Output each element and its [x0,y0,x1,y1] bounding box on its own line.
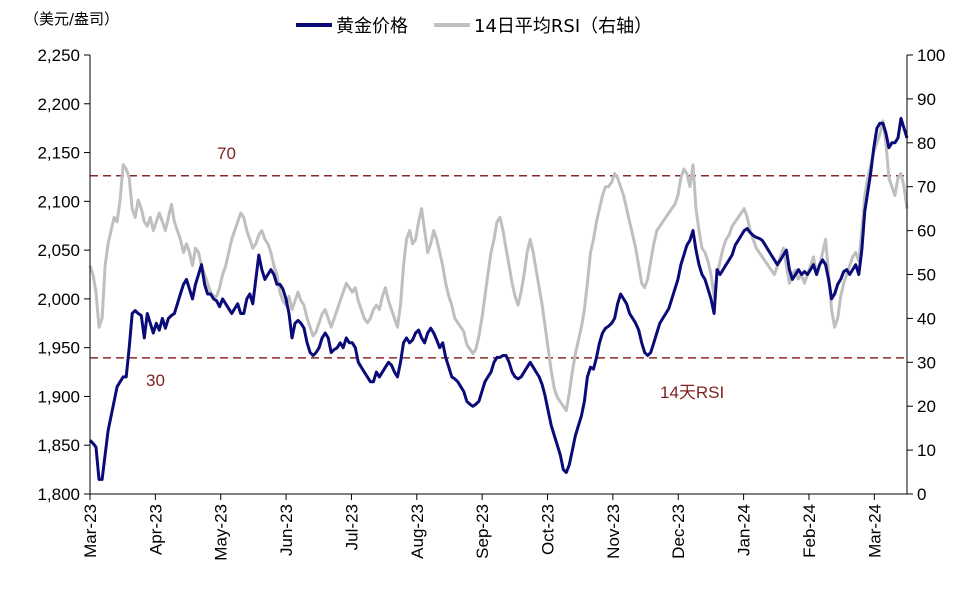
left-axis: 1,800 1,850 1,900 1,950 2,000 2,050 2,100 2,150… [37,46,90,504]
right-tick-label: 0 [917,485,926,504]
right-tick-label: 60 [917,222,936,241]
x-tick-label: Oct-23 [539,504,558,555]
x-tick-label: Jun-23 [277,504,296,556]
right-tick-label: 70 [917,178,936,197]
left-tick-label: 2,000 [37,290,80,309]
x-tick-label: Mar-23 [81,504,100,558]
right-tick-label: 30 [917,353,936,372]
x-tick-label: May-23 [212,504,231,561]
x-tick-label: Sep-23 [473,504,492,559]
unit-label: （美元/盎司） [24,10,119,28]
left-tick-label: 2,250 [37,46,80,65]
left-tick-label: 2,200 [37,95,80,114]
annotation-30: 30 [146,371,165,390]
left-tick-label: 2,150 [37,144,80,163]
legend-label-gold: 黄金价格 [336,16,408,37]
right-tick-label: 100 [917,46,945,65]
right-tick-label: 10 [917,441,936,460]
gold-price-series-line [88,116,909,481]
left-tick-label: 1,900 [37,387,80,406]
legend-label-rsi: 14日平均RSI（右轴） [474,16,652,37]
right-tick-label: 40 [917,309,936,328]
left-tick-label: 1,800 [37,485,80,504]
left-tick-label: 2,050 [37,241,80,260]
right-tick-label: 80 [917,134,936,153]
right-tick-label: 50 [917,266,936,285]
right-tick-label: 20 [917,397,936,416]
left-tick-label: 1,950 [37,339,80,358]
annotation-rsi-label: 14天RSI [660,383,724,402]
left-tick-label: 2,100 [37,192,80,211]
right-axis: 0 10 20 30 40 50 60 70 80 90 100 [907,46,945,504]
left-tick-label: 1,850 [37,436,80,455]
x-tick-label: Feb-24 [800,504,819,558]
x-tick-label: Mar-24 [865,504,884,558]
x-tick-label: Apr-23 [146,504,165,555]
x-tick-label: Dec-23 [669,504,688,559]
legend: 黄金价格 14日平均RSI（右轴） [296,16,652,37]
annotation-70: 70 [217,144,236,163]
x-tick-label: Nov-23 [604,504,623,559]
x-tick-label: Aug-23 [408,504,427,559]
x-axis: Mar-23 Apr-23 May-23 Jun-23 Jul-23 Aug-23 Sep-… [81,494,884,561]
x-tick-label: Jan-24 [735,504,754,556]
rsi-series-line [88,119,909,413]
x-tick-label: Jul-23 [342,504,361,550]
right-tick-label: 90 [917,90,936,109]
